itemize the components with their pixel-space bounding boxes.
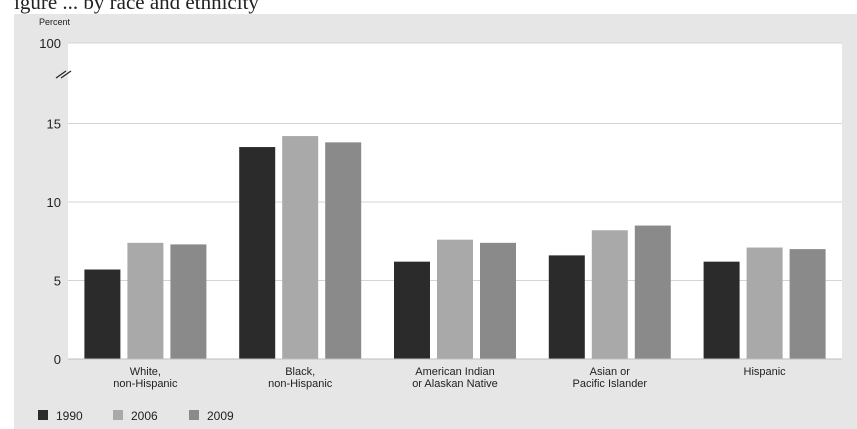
bar xyxy=(170,244,207,359)
figure-caption-strip: igure ... by race and ethnicity xyxy=(0,0,857,14)
y-tick-label: 10 xyxy=(47,195,61,210)
bar xyxy=(127,242,164,359)
y-tick-label: 0 xyxy=(54,352,61,367)
x-category-label: Hispanic xyxy=(744,366,787,378)
legend-swatch xyxy=(38,410,48,420)
x-category-label: White, non-Hispanic xyxy=(113,366,178,390)
legend-swatch xyxy=(189,410,199,420)
bar xyxy=(84,269,121,359)
x-category-label: American Indian or Alaskan Native xyxy=(412,366,498,390)
y-tick-label: 100 xyxy=(39,36,61,51)
figure-caption: igure ... by race and ethnicity xyxy=(14,0,259,14)
bar xyxy=(394,261,430,359)
bar xyxy=(282,136,319,359)
y-axis-unit: Percent xyxy=(39,17,71,27)
bar xyxy=(548,255,585,359)
bar xyxy=(746,247,783,359)
y-tick-label: 15 xyxy=(47,117,61,132)
bar xyxy=(789,249,826,359)
bar xyxy=(634,225,671,359)
x-category-label: Asian or Pacific Islander xyxy=(573,366,648,390)
bar xyxy=(239,147,276,359)
legend-label: 1990 xyxy=(56,409,83,423)
bar xyxy=(703,261,740,359)
bar xyxy=(437,239,473,359)
y-tick-label: 5 xyxy=(54,274,61,289)
legend-label: 2006 xyxy=(131,409,158,423)
bar xyxy=(325,142,362,359)
axis-break-mark xyxy=(60,70,72,79)
bar xyxy=(591,230,628,359)
legend-label: 2009 xyxy=(207,409,234,423)
bar xyxy=(480,242,516,359)
legend-swatch xyxy=(113,410,123,420)
x-category-label: Black, non-Hispanic xyxy=(268,366,333,390)
axis-break-mark xyxy=(55,70,67,79)
